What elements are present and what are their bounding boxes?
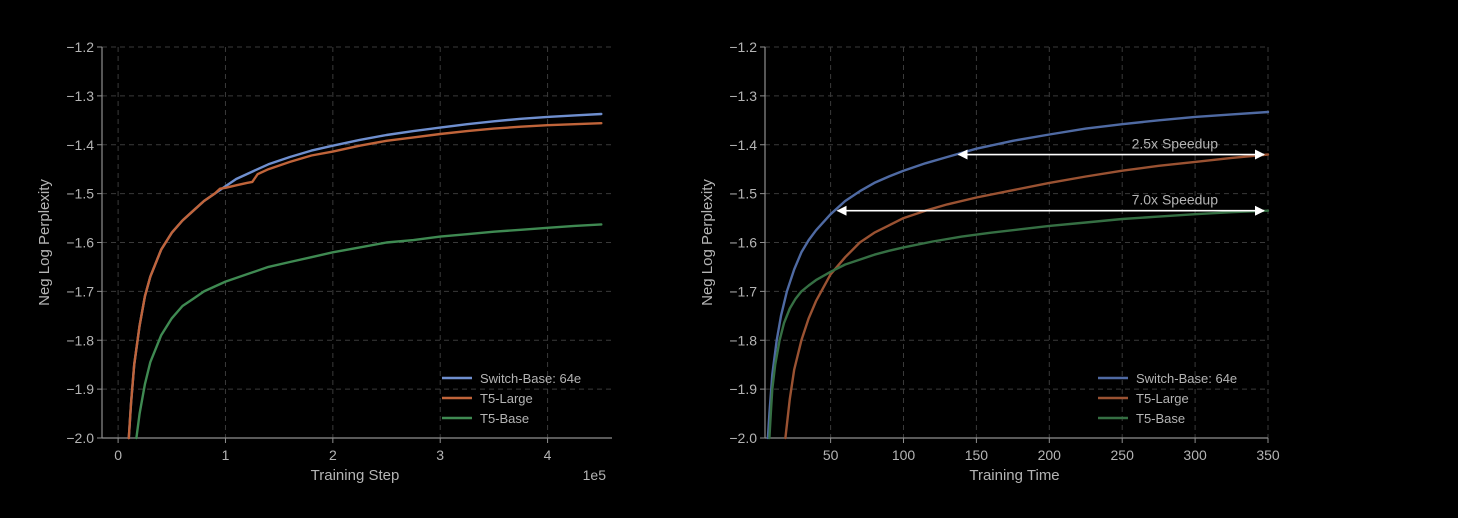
right-series-line-1 bbox=[784, 153, 1270, 440]
left-xtick-label: 2 bbox=[329, 447, 337, 463]
left-ytick-label: −1.4 bbox=[66, 137, 94, 153]
right-xtick-label: 350 bbox=[1256, 447, 1280, 463]
right-ytick-label: −1.2 bbox=[729, 39, 757, 55]
right-ytick-label: −1.8 bbox=[729, 332, 757, 348]
right-ytick-label: −1.6 bbox=[729, 235, 757, 251]
right-ytick-label: −1.5 bbox=[729, 186, 757, 202]
chart-training-step: −1.2 −1.3 −1.4 −1.5 −1.6 −1.7 −1.8 −1.9 −2.0 0 1 2 3… bbox=[36, 39, 612, 484]
right-ytick-label: −1.9 bbox=[729, 381, 757, 397]
right-ytick-label: −1.3 bbox=[729, 88, 757, 104]
left-ytick-label: −1.6 bbox=[66, 235, 94, 251]
right-xtick-label: 300 bbox=[1183, 447, 1207, 463]
left-xtick-label: 3 bbox=[436, 447, 444, 463]
right-ytick-label: −1.4 bbox=[729, 137, 757, 153]
right-legend-label-0: Switch-Base: 64e bbox=[1136, 371, 1237, 386]
left-xtick-label: 4 bbox=[544, 447, 552, 463]
left-xtick-label: 1 bbox=[222, 447, 230, 463]
right-ytick-label: −1.7 bbox=[729, 283, 757, 299]
right-xtick-label: 50 bbox=[823, 447, 839, 463]
left-series-line-2 bbox=[135, 223, 603, 440]
left-ytick-label: −1.7 bbox=[66, 283, 94, 299]
left-ytick-label: −1.2 bbox=[66, 39, 94, 55]
right-xtick-label: 200 bbox=[1038, 447, 1062, 463]
left-ytick-label: −1.3 bbox=[66, 88, 94, 104]
left-legend-label-2: T5-Base bbox=[480, 411, 529, 426]
right-xtick-label: 150 bbox=[965, 447, 989, 463]
right-speedup-label-1: 7.0x Speedup bbox=[1132, 192, 1219, 208]
left-x-offset-label: 1e5 bbox=[583, 467, 607, 483]
right-xtick-label: 100 bbox=[892, 447, 916, 463]
left-xtick-label: 0 bbox=[114, 447, 122, 463]
right-legend-label-2: T5-Base bbox=[1136, 411, 1185, 426]
right-series-line-0 bbox=[766, 110, 1270, 440]
left-ytick-label: −1.9 bbox=[66, 381, 94, 397]
left-series-line-1 bbox=[127, 121, 603, 440]
right-x-axis-label: Training Time bbox=[969, 467, 1059, 484]
left-ytick-label: −1.5 bbox=[66, 186, 94, 202]
left-ytick-label: −2.0 bbox=[66, 430, 94, 446]
left-x-axis-label: Training Step bbox=[311, 467, 400, 484]
left-legend-label-1: T5-Large bbox=[480, 391, 533, 406]
right-legend-label-1: T5-Large bbox=[1136, 391, 1189, 406]
right-speedup-label-0: 2.5x Speedup bbox=[1132, 136, 1219, 152]
right-y-axis-label: Neg Log Perplexity bbox=[699, 179, 716, 306]
left-y-axis-label: Neg Log Perplexity bbox=[36, 179, 53, 306]
right-series-line-2 bbox=[768, 209, 1270, 440]
left-legend-label-0: Switch-Base: 64e bbox=[480, 371, 581, 386]
right-ytick-label: −2.0 bbox=[729, 430, 757, 446]
left-ytick-label: −1.8 bbox=[66, 332, 94, 348]
chart-training-time: −1.2 −1.3 −1.4 −1.5 −1.6 −1.7 −1.8 −1.9 −2.0 50 10… bbox=[699, 39, 1280, 484]
right-xtick-label: 250 bbox=[1111, 447, 1135, 463]
